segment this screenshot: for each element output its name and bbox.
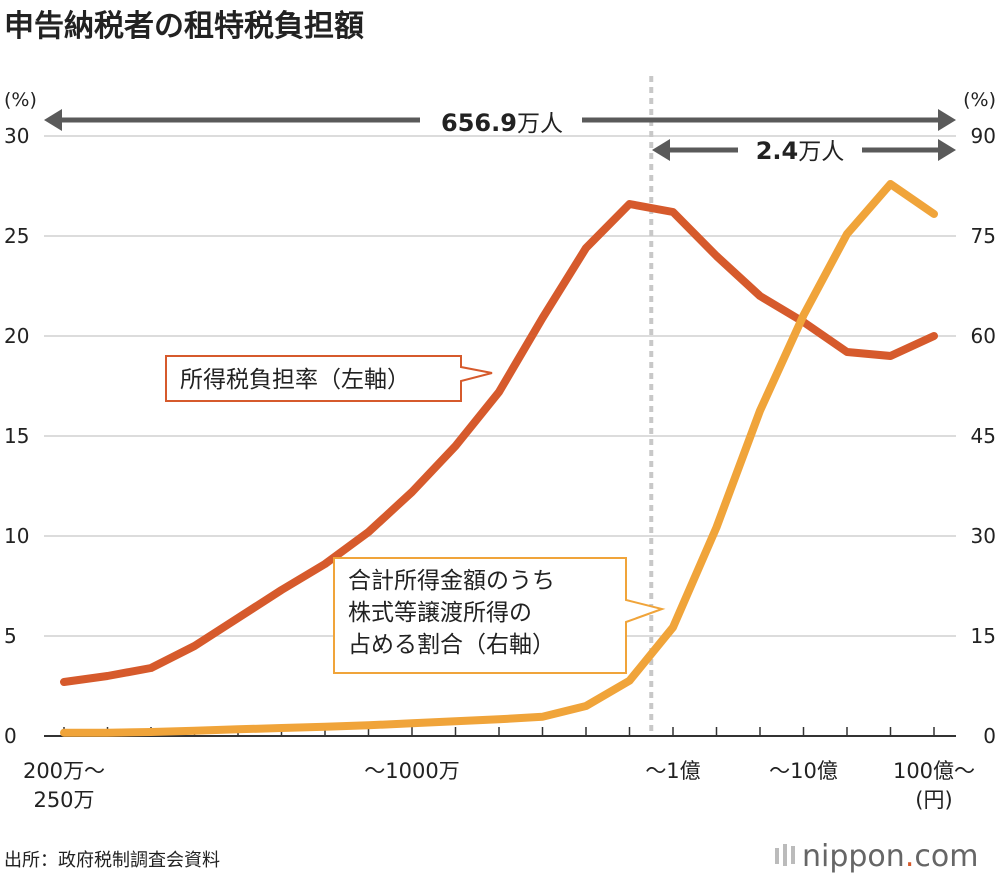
left-tick-label: 5 [4,624,17,648]
left-axis-ticks: 0 5 10 15 20 25 30 [4,124,29,748]
all-filers-label: 656.9万人 [441,109,563,137]
x-tick-label: 100億～ [893,759,975,783]
chart-title: 申告納税者の租特税負担額 [4,9,364,44]
all-filers-number: 656.9 [441,109,517,137]
x-tick-label: 200万～ [23,759,105,783]
x-tick-label: ～10億 [769,759,838,783]
logo-dot: . [905,839,915,874]
x-tick-label: ～1000万 [364,759,459,783]
callout-stock-share-box [333,557,666,674]
callout-tax-rate-line: 所得税負担率（左軸） [180,367,410,393]
callout-tax-rate-text: 所得税負担率（左軸） [180,367,410,393]
right-axis-ticks: 0 15 30 45 60 75 90 [971,124,996,748]
all-filers-arrow: 656.9万人 [44,109,956,137]
top-filers-label: 2.4万人 [756,137,845,165]
top-filers-unit: 万人 [798,139,844,165]
tax-rate-line [60,200,938,686]
callout-stock-share-line: 合計所得金額のうち [348,568,555,594]
all-filers-arrowhead-left [44,109,62,131]
left-tick-label: 30 [4,124,29,148]
left-tick-label: 20 [4,324,29,348]
right-axis-unit: (%) [963,89,996,111]
left-tick-label: 0 [4,724,17,748]
logo-mark-icon [775,844,795,866]
logo-text: nippon.com [802,839,978,874]
nippon-logo: nippon.com [775,839,978,874]
left-axis-unit: (%) [4,89,37,111]
x-tick-label: ～1億 [645,759,700,783]
left-tick-label: 25 [4,224,29,248]
logo-suffix: com [914,839,978,874]
series-lines [60,180,938,737]
all-filers-unit: 万人 [517,111,563,137]
callout-stock-share-line: 占める割合（右軸） [348,632,555,658]
callout-tax-rate-box [165,355,493,402]
right-tick-label: 75 [971,224,996,248]
all-filers-arrowhead-right [938,109,956,131]
x-tick-label: 250万 [33,788,94,812]
x-tick-label: (円) [915,788,952,812]
top-filers-arrow: 2.4万人 [652,137,956,165]
top-filers-number: 2.4 [756,137,799,165]
callout-stock-share: 合計所得金額のうち株式等譲渡所得の占める割合（右軸） [333,557,666,674]
x-axis: 200万～ 250万 ～1000万 ～1億 ～10億 100億～ (円) [23,727,975,812]
gridlines [44,135,956,637]
source-note: 出所：政府税制調査会資料 [4,850,220,871]
left-tick-label: 10 [4,524,29,548]
left-tick-label: 15 [4,424,29,448]
stock-share-line [60,180,938,737]
right-tick-label: 60 [971,324,996,348]
right-tick-label: 30 [971,524,996,548]
right-tick-label: 0 [983,724,996,748]
right-tick-label: 15 [971,624,996,648]
right-tick-label: 45 [971,424,996,448]
logo-prefix: nippon [802,839,905,874]
callout-stock-share-line: 株式等譲渡所得の [348,600,532,626]
callout-tax-rate: 所得税負担率（左軸） [165,355,493,402]
top-filers-arrowhead-left [652,139,670,161]
top-filers-arrowhead-right [938,139,956,161]
right-tick-label: 90 [971,124,996,148]
callout-stock-share-text: 合計所得金額のうち株式等譲渡所得の占める割合（右軸） [348,568,555,658]
